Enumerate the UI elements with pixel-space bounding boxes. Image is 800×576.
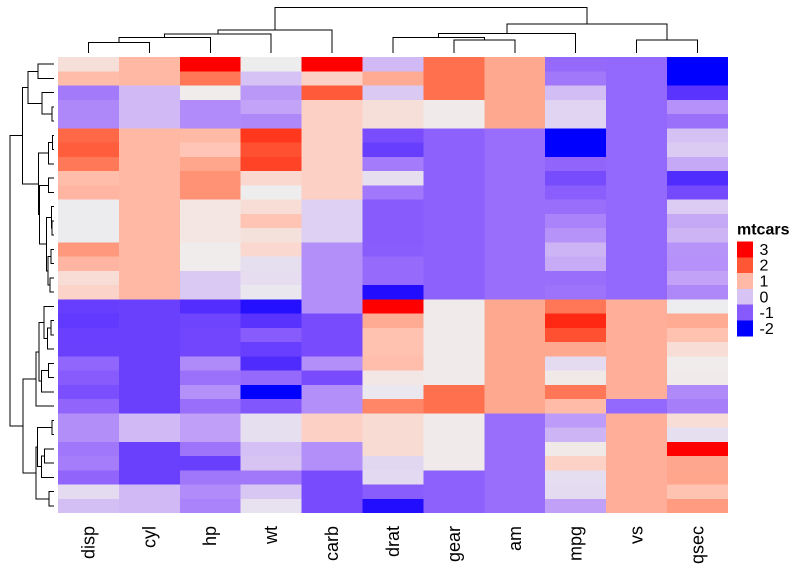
svg-text:carb: carb (322, 526, 342, 561)
svg-text:-2: -2 (760, 321, 774, 338)
svg-text:mtcars: mtcars (737, 222, 790, 239)
svg-text:0: 0 (760, 289, 769, 306)
svg-text:wt: wt (261, 526, 281, 545)
svg-text:cyl: cyl (139, 526, 159, 548)
svg-text:disp: disp (79, 526, 99, 559)
svg-text:2: 2 (760, 258, 769, 275)
svg-text:vs: vs (627, 526, 647, 544)
svg-text:qsec: qsec (688, 526, 708, 564)
svg-text:-1: -1 (760, 305, 774, 322)
svg-text:hp: hp (200, 526, 220, 546)
svg-text:gear: gear (444, 526, 464, 562)
svg-text:3: 3 (760, 242, 769, 259)
svg-text:mpg: mpg (566, 526, 586, 561)
svg-text:1: 1 (760, 274, 769, 291)
svg-text:am: am (505, 526, 525, 551)
svg-text:drat: drat (383, 526, 403, 557)
